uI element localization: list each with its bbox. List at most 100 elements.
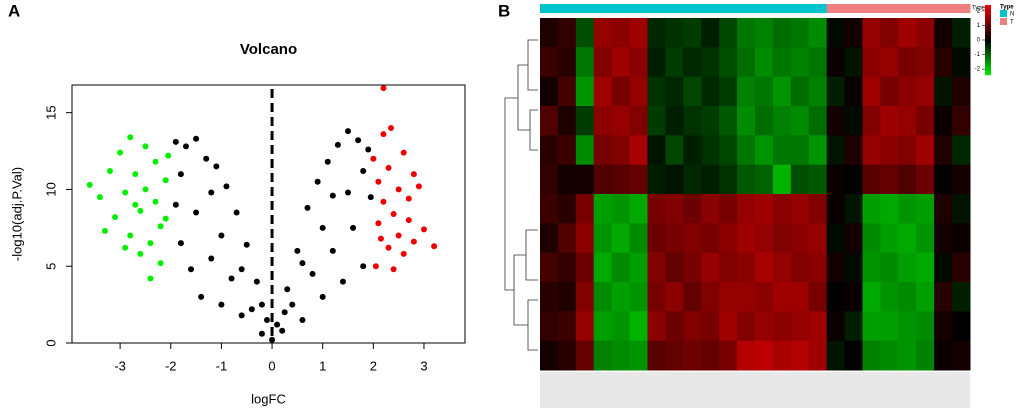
legend-swatch bbox=[1000, 10, 1007, 17]
annotation-cell bbox=[629, 4, 648, 13]
heatmap-cell bbox=[540, 135, 559, 166]
x-tick-label: 2 bbox=[370, 358, 377, 373]
point bbox=[238, 312, 245, 319]
heatmap-cell bbox=[808, 340, 828, 371]
panel-label: A bbox=[8, 1, 20, 20]
heatmap-cell bbox=[540, 18, 559, 48]
heatmap-cell bbox=[934, 76, 953, 107]
heatmap-cell bbox=[844, 223, 863, 254]
y-tick-label: 5 bbox=[43, 263, 58, 270]
heatmap-cell bbox=[934, 135, 953, 166]
heatmap-cell bbox=[826, 282, 846, 312]
point bbox=[182, 143, 189, 150]
point bbox=[400, 149, 407, 156]
point bbox=[112, 214, 119, 221]
heatmap-cell bbox=[665, 340, 684, 371]
point bbox=[299, 316, 306, 323]
heatmap-cell bbox=[790, 223, 810, 254]
heatmap-cell bbox=[790, 47, 810, 78]
point bbox=[380, 131, 387, 138]
point bbox=[410, 238, 417, 245]
point bbox=[324, 158, 331, 165]
heatmap-cell bbox=[934, 311, 953, 342]
heatmap-cell bbox=[665, 282, 684, 312]
heatmap-cell bbox=[916, 252, 935, 283]
heatmap-cell bbox=[629, 106, 648, 136]
point bbox=[400, 250, 407, 257]
heatmap-cell bbox=[880, 106, 899, 136]
heatmap-cell bbox=[952, 252, 971, 283]
heatmap-cell bbox=[844, 311, 863, 342]
point bbox=[172, 201, 179, 208]
colorbar-step bbox=[985, 54, 991, 57]
heatmap-cell bbox=[916, 164, 935, 195]
heatmap-cell bbox=[826, 18, 846, 48]
heatmap-cell bbox=[916, 76, 935, 107]
point bbox=[177, 171, 184, 178]
heatmap-cell bbox=[862, 106, 881, 136]
point bbox=[405, 195, 412, 202]
heatmap-cell bbox=[611, 18, 631, 48]
heatmap-cell bbox=[826, 223, 846, 254]
heatmap-cell bbox=[737, 282, 756, 312]
heatmap-cell bbox=[880, 18, 899, 48]
colorbar-step bbox=[985, 14, 991, 17]
heatmap-cell bbox=[916, 18, 935, 48]
heatmap-cell bbox=[826, 47, 846, 78]
point bbox=[213, 163, 220, 170]
heatmap-cell bbox=[916, 340, 935, 371]
colorbar-step bbox=[985, 16, 991, 20]
point bbox=[380, 85, 387, 92]
heatmap-cell bbox=[826, 164, 846, 195]
colorbar-tick-label: 0 bbox=[977, 38, 981, 44]
point bbox=[142, 143, 149, 150]
heatmap-cell bbox=[808, 76, 828, 107]
heatmap-cell bbox=[755, 340, 774, 371]
point bbox=[375, 220, 382, 227]
annotation-cell bbox=[772, 4, 792, 13]
heatmap-cell bbox=[826, 340, 846, 371]
heatmap-cell bbox=[575, 311, 595, 342]
heatmap-cell bbox=[898, 164, 917, 195]
heatmap-cell bbox=[683, 311, 702, 342]
heatmap-cell bbox=[665, 194, 684, 224]
colorbar-step bbox=[985, 49, 991, 52]
heatmap-cell bbox=[647, 106, 666, 136]
point bbox=[117, 149, 124, 156]
point bbox=[228, 275, 235, 282]
annotation-cell bbox=[844, 4, 863, 13]
heatmap-cell bbox=[719, 106, 738, 136]
heatmap-cell bbox=[557, 223, 577, 254]
heatmap-cell bbox=[665, 18, 684, 48]
point bbox=[263, 316, 270, 323]
row-dendrogram bbox=[504, 39, 538, 351]
point bbox=[233, 209, 240, 216]
heatmap-cell bbox=[575, 18, 595, 48]
heatmap-cell bbox=[737, 18, 756, 48]
heatmap-cell bbox=[719, 18, 738, 48]
colorbar-step bbox=[985, 56, 991, 59]
heatmap-cell bbox=[880, 282, 899, 312]
heatmap-cell bbox=[557, 340, 577, 371]
heatmap-cell bbox=[683, 76, 702, 107]
heatmap-cell bbox=[557, 47, 577, 78]
heatmap-cell bbox=[629, 340, 648, 371]
point bbox=[372, 263, 379, 270]
colorbar-step bbox=[985, 35, 991, 38]
heatmap-cell bbox=[701, 106, 720, 136]
heatmap-cell bbox=[719, 194, 738, 224]
heatmap-cell bbox=[755, 47, 774, 78]
heatmap-cell bbox=[647, 76, 666, 107]
heatmap-cell bbox=[844, 340, 863, 371]
heatmap-cell bbox=[701, 18, 720, 48]
heatmap-cell bbox=[916, 106, 935, 136]
heatmap-cell bbox=[719, 252, 738, 283]
heatmap-cell bbox=[611, 282, 631, 312]
annotation-cell bbox=[934, 4, 953, 13]
heatmap-cell bbox=[772, 252, 792, 283]
legend-label: N bbox=[1010, 12, 1014, 18]
heatmap-cell bbox=[755, 76, 774, 107]
heatmap-cell bbox=[880, 311, 899, 342]
heatmap-cell bbox=[952, 194, 971, 224]
colorbar-step bbox=[985, 33, 991, 36]
